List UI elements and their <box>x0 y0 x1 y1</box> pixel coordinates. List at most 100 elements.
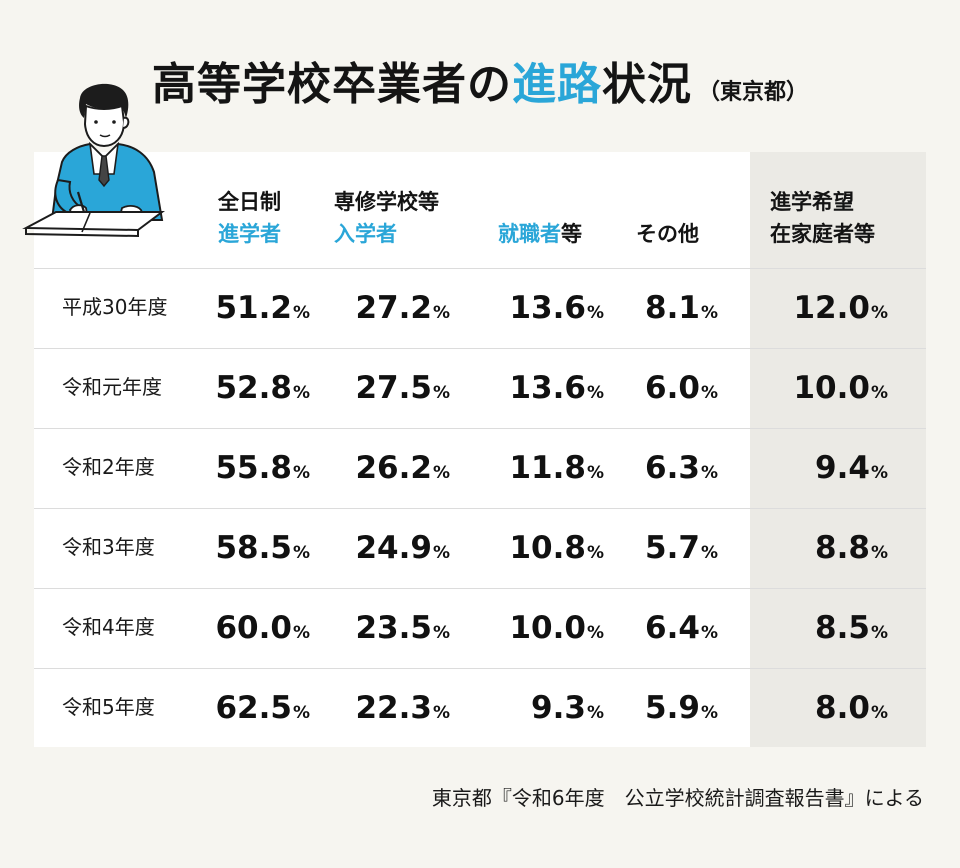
cell-unit: % <box>292 703 310 723</box>
header-line2: 進学者 <box>218 222 281 246</box>
cell-unit: % <box>292 623 310 643</box>
header-line2: 入学者 <box>334 222 397 246</box>
cell-value: 10.0 <box>509 610 586 646</box>
row-label: 令和3年度 <box>62 535 155 559</box>
header-line2-rest: 等 <box>561 222 582 246</box>
cell-unit: % <box>586 383 604 403</box>
cell-value: 9.3 <box>531 690 586 726</box>
cell-value: 23.5 <box>355 610 432 646</box>
highlight-column-bg <box>750 152 926 747</box>
table-cell: 55.8% <box>180 448 310 493</box>
cell-unit: % <box>586 303 604 323</box>
cell-unit: % <box>586 623 604 643</box>
table-cell: 5.7% <box>588 528 718 573</box>
cell-unit: % <box>870 463 888 483</box>
table-cell: 10.8% <box>474 528 604 573</box>
cell-unit: % <box>432 703 450 723</box>
row-label: 令和元年度 <box>62 375 162 399</box>
cell-unit: % <box>432 383 450 403</box>
row-divider <box>34 348 926 349</box>
cell-value: 60.0 <box>215 610 292 646</box>
table-cell: 13.6% <box>474 288 604 333</box>
row-label: 令和4年度 <box>62 615 155 639</box>
table-cell: 51.2% <box>180 288 310 333</box>
row-divider <box>34 668 926 669</box>
header-other: その他 <box>636 218 699 250</box>
cell-unit: % <box>870 543 888 563</box>
header-line2: その他 <box>636 222 699 246</box>
cell-value: 6.0 <box>645 370 700 406</box>
table-cell: 60.0% <box>180 608 310 653</box>
table-cell: 10.0% <box>758 368 888 413</box>
header-line1: 進学希望 <box>770 190 854 214</box>
header-full-time-university: 全日制 進学者 <box>218 186 281 250</box>
table-cell: 27.2% <box>320 288 450 333</box>
table-cell: 6.4% <box>588 608 718 653</box>
cell-value: 26.2 <box>355 450 432 486</box>
cell-value: 6.3 <box>645 450 700 486</box>
table-cell: 26.2% <box>320 448 450 493</box>
cell-unit: % <box>432 543 450 563</box>
cell-unit: % <box>586 543 604 563</box>
cell-value: 13.6 <box>509 290 586 326</box>
header-vocational-school: 専修学校等 入学者 <box>334 186 439 250</box>
person-writing-icon <box>22 83 165 238</box>
cell-value: 58.5 <box>215 530 292 566</box>
row-label: 平成30年度 <box>62 295 168 319</box>
cell-unit: % <box>432 623 450 643</box>
cell-unit: % <box>586 463 604 483</box>
table-cell: 24.9% <box>320 528 450 573</box>
source-note: 東京都『令和6年度 公立学校統計調査報告書』による <box>431 786 924 810</box>
table-cell: 62.5% <box>180 688 310 733</box>
table-cell: 22.3% <box>320 688 450 733</box>
title-part2: 状況 <box>601 59 692 110</box>
cell-value: 55.8 <box>215 450 292 486</box>
title-accent: 進路 <box>511 59 602 110</box>
cell-unit: % <box>870 303 888 323</box>
table-cell: 8.8% <box>758 528 888 573</box>
header-at-home: 進学希望 在家庭者等 <box>770 186 875 250</box>
cell-unit: % <box>700 303 718 323</box>
cell-value: 8.0 <box>815 690 870 726</box>
cell-value: 5.9 <box>645 690 700 726</box>
table-cell: 52.8% <box>180 368 310 413</box>
row-divider <box>34 268 926 269</box>
row-label: 令和2年度 <box>62 455 155 479</box>
cell-value: 11.8 <box>509 450 586 486</box>
row-divider <box>34 508 926 509</box>
row-label: 令和5年度 <box>62 695 155 719</box>
table-cell: 9.3% <box>474 688 604 733</box>
table-cell: 8.1% <box>588 288 718 333</box>
cell-value: 12.0 <box>793 290 870 326</box>
cell-value: 8.8 <box>815 530 870 566</box>
cell-value: 22.3 <box>355 690 432 726</box>
cell-value: 52.8 <box>215 370 292 406</box>
cell-unit: % <box>870 383 888 403</box>
table-cell: 12.0% <box>758 288 888 333</box>
title-part1: 高等学校卒業者の <box>151 59 512 110</box>
table-cell: 11.8% <box>474 448 604 493</box>
row-divider <box>34 428 926 429</box>
cell-unit: % <box>292 303 310 323</box>
cell-value: 6.4 <box>645 610 700 646</box>
header-line1: 全日制 <box>218 190 281 214</box>
cell-value: 8.1 <box>645 290 700 326</box>
cell-value: 5.7 <box>645 530 700 566</box>
header-line2-blue: 就職者 <box>498 222 561 246</box>
cell-unit: % <box>870 703 888 723</box>
cell-value: 24.9 <box>355 530 432 566</box>
cell-unit: % <box>432 463 450 483</box>
title-region: （東京都） <box>697 80 808 105</box>
table-cell: 6.0% <box>588 368 718 413</box>
cell-unit: % <box>870 623 888 643</box>
cell-value: 13.6 <box>509 370 586 406</box>
cell-unit: % <box>700 463 718 483</box>
table-cell: 27.5% <box>320 368 450 413</box>
cell-unit: % <box>292 543 310 563</box>
table-cell: 13.6% <box>474 368 604 413</box>
cell-unit: % <box>700 623 718 643</box>
table-cell: 8.5% <box>758 608 888 653</box>
table-cell: 6.3% <box>588 448 718 493</box>
page-title: 高等学校卒業者の進路状況 （東京都） <box>0 48 960 112</box>
table-cell: 10.0% <box>474 608 604 653</box>
